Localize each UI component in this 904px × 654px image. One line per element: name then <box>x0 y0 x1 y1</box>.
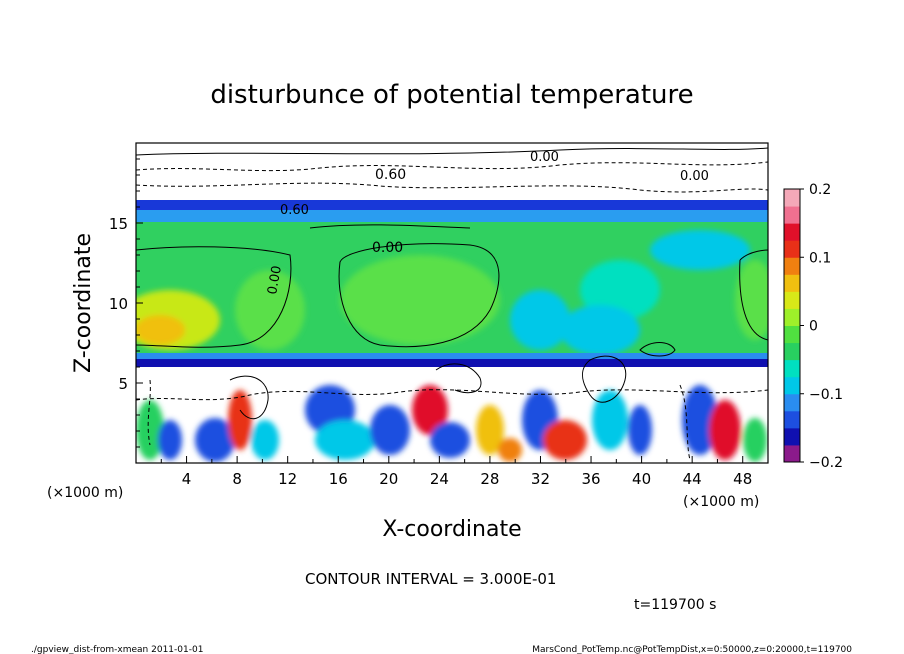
colorbar-swatch <box>784 444 800 463</box>
colorbar-tick-label: 0 <box>809 319 818 335</box>
colorbar-tick-label: 0.1 <box>809 250 831 266</box>
time-label: t=119700 s <box>634 597 716 613</box>
x-tick-label: 12 <box>278 470 297 488</box>
plot-area <box>136 143 768 463</box>
contour-label: 0.60 <box>375 167 406 183</box>
y-axis-ticks: 5 10 15 <box>109 158 143 448</box>
x-tick-label: 16 <box>329 470 348 488</box>
x-tick-label: 20 <box>379 470 398 488</box>
colorbar-swatch <box>784 257 800 275</box>
colorbar-swatch <box>784 274 800 292</box>
colorbar-swatch <box>784 359 800 378</box>
colorbar-tick-label: 0.2 <box>809 182 831 198</box>
contour-labels: 0.00 0.00 0.60 0.60 0.00 0.00 <box>265 150 709 296</box>
x-axis-unit: (×1000 m) <box>683 494 759 510</box>
x-tick-label: 4 <box>182 470 192 488</box>
x-tick-label: 24 <box>430 470 449 488</box>
footer-left: ./gpview_dist-from-xmean 2011-01-01 <box>31 645 203 654</box>
colorbar-swatch <box>784 291 800 309</box>
x-axis-ticks: 4 8 12 16 20 24 28 32 36 40 44 48 <box>160 456 752 488</box>
x-tick-label: 40 <box>632 470 651 488</box>
y-tick-label: 10 <box>109 295 128 313</box>
y-axis-label: Z-coordinate <box>71 233 96 373</box>
x-tick-label: 8 <box>232 470 242 488</box>
colorbar-swatch <box>784 393 800 412</box>
contour-label: 0.00 <box>530 150 559 165</box>
colorbar-tick-label: −0.2 <box>809 455 843 471</box>
colorbar-swatch <box>784 376 800 395</box>
colorbar-swatch <box>784 427 800 446</box>
contour-label: 0.00 <box>680 169 709 184</box>
x-tick-label: 48 <box>733 470 752 488</box>
colorbar-swatch <box>784 223 800 241</box>
colorbar-swatch <box>784 240 800 258</box>
contour-label: 0.00 <box>265 265 285 296</box>
y-tick-label: 15 <box>109 215 128 233</box>
colorbar-tick-label: −0.1 <box>809 387 843 403</box>
x-tick-label: 32 <box>531 470 550 488</box>
footer-right: MarsCond_PotTemp.nc@PotTempDist,x=0:5000… <box>532 645 852 654</box>
colorbar-swatch <box>784 206 800 224</box>
y-axis-unit: (×1000 m) <box>47 485 123 501</box>
colorbar-swatch <box>784 189 800 207</box>
colorbar-swatch <box>784 342 800 361</box>
contour-label: 0.00 <box>372 240 403 256</box>
chart-title: disturbunce of potential temperature <box>210 80 693 110</box>
colorbar: 0.2 0.1 0 −0.1 −0.2 <box>783 182 843 471</box>
y-tick-label: 5 <box>118 375 128 393</box>
x-axis-label: X-coordinate <box>382 517 521 542</box>
colorbar-swatch <box>784 410 800 429</box>
contour-label: 0.60 <box>280 203 309 218</box>
colorbar-swatch <box>784 308 800 326</box>
x-tick-label: 44 <box>683 470 702 488</box>
colorbar-swatch <box>784 325 800 344</box>
x-tick-label: 36 <box>581 470 600 488</box>
x-tick-label: 28 <box>480 470 499 488</box>
contour-interval: CONTOUR INTERVAL = 3.000E-01 <box>305 570 556 588</box>
